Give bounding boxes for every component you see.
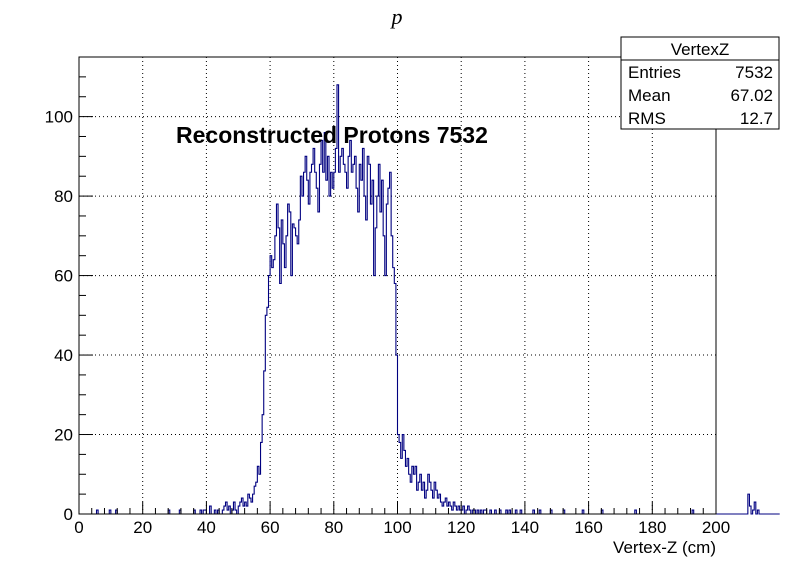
- x-tick-label: 60: [261, 518, 280, 537]
- annotation-label: Reconstructed Protons 7532: [176, 122, 488, 148]
- x-tick-label: 80: [324, 518, 343, 537]
- y-tick-label: 60: [54, 267, 73, 286]
- y-tick-label: 80: [54, 187, 73, 206]
- y-axis: 0 20 40 60 80 100: [45, 56, 93, 524]
- x-tick-label: 100: [383, 518, 411, 537]
- stats-rms-value: 12.7: [740, 109, 773, 128]
- x-axis: 0 20 40 60 80 100 120 140 160 180 200: [74, 502, 730, 537]
- y-tick-label: 20: [54, 426, 73, 445]
- x-tick-label: 180: [638, 518, 666, 537]
- chart-title: p: [390, 4, 403, 29]
- x-tick-label: 0: [74, 518, 83, 537]
- y-tick-label: 40: [54, 346, 73, 365]
- x-tick-label: 160: [574, 518, 602, 537]
- x-tick-label: 140: [511, 518, 539, 537]
- stats-mean-label: Mean: [628, 86, 671, 105]
- y-tick-label: 100: [45, 108, 73, 127]
- stats-entries-value: 7532: [735, 63, 773, 82]
- grid: [79, 57, 716, 514]
- stats-box-name: VertexZ: [671, 40, 730, 59]
- x-tick-label: 200: [702, 518, 730, 537]
- stats-entries-label: Entries: [628, 63, 681, 82]
- stats-rms-label: RMS: [628, 109, 666, 128]
- x-tick-label: 40: [197, 518, 216, 537]
- x-axis-title: Vertex-Z (cm): [613, 538, 716, 557]
- x-tick-label: 20: [133, 518, 152, 537]
- stats-box: VertexZ Entries 7532 Mean 67.02 RMS 12.7: [620, 36, 780, 130]
- stats-box-frame: [620, 36, 780, 130]
- y-tick-label: 0: [64, 505, 73, 524]
- x-tick-label: 120: [447, 518, 475, 537]
- stats-mean-value: 67.02: [730, 86, 773, 105]
